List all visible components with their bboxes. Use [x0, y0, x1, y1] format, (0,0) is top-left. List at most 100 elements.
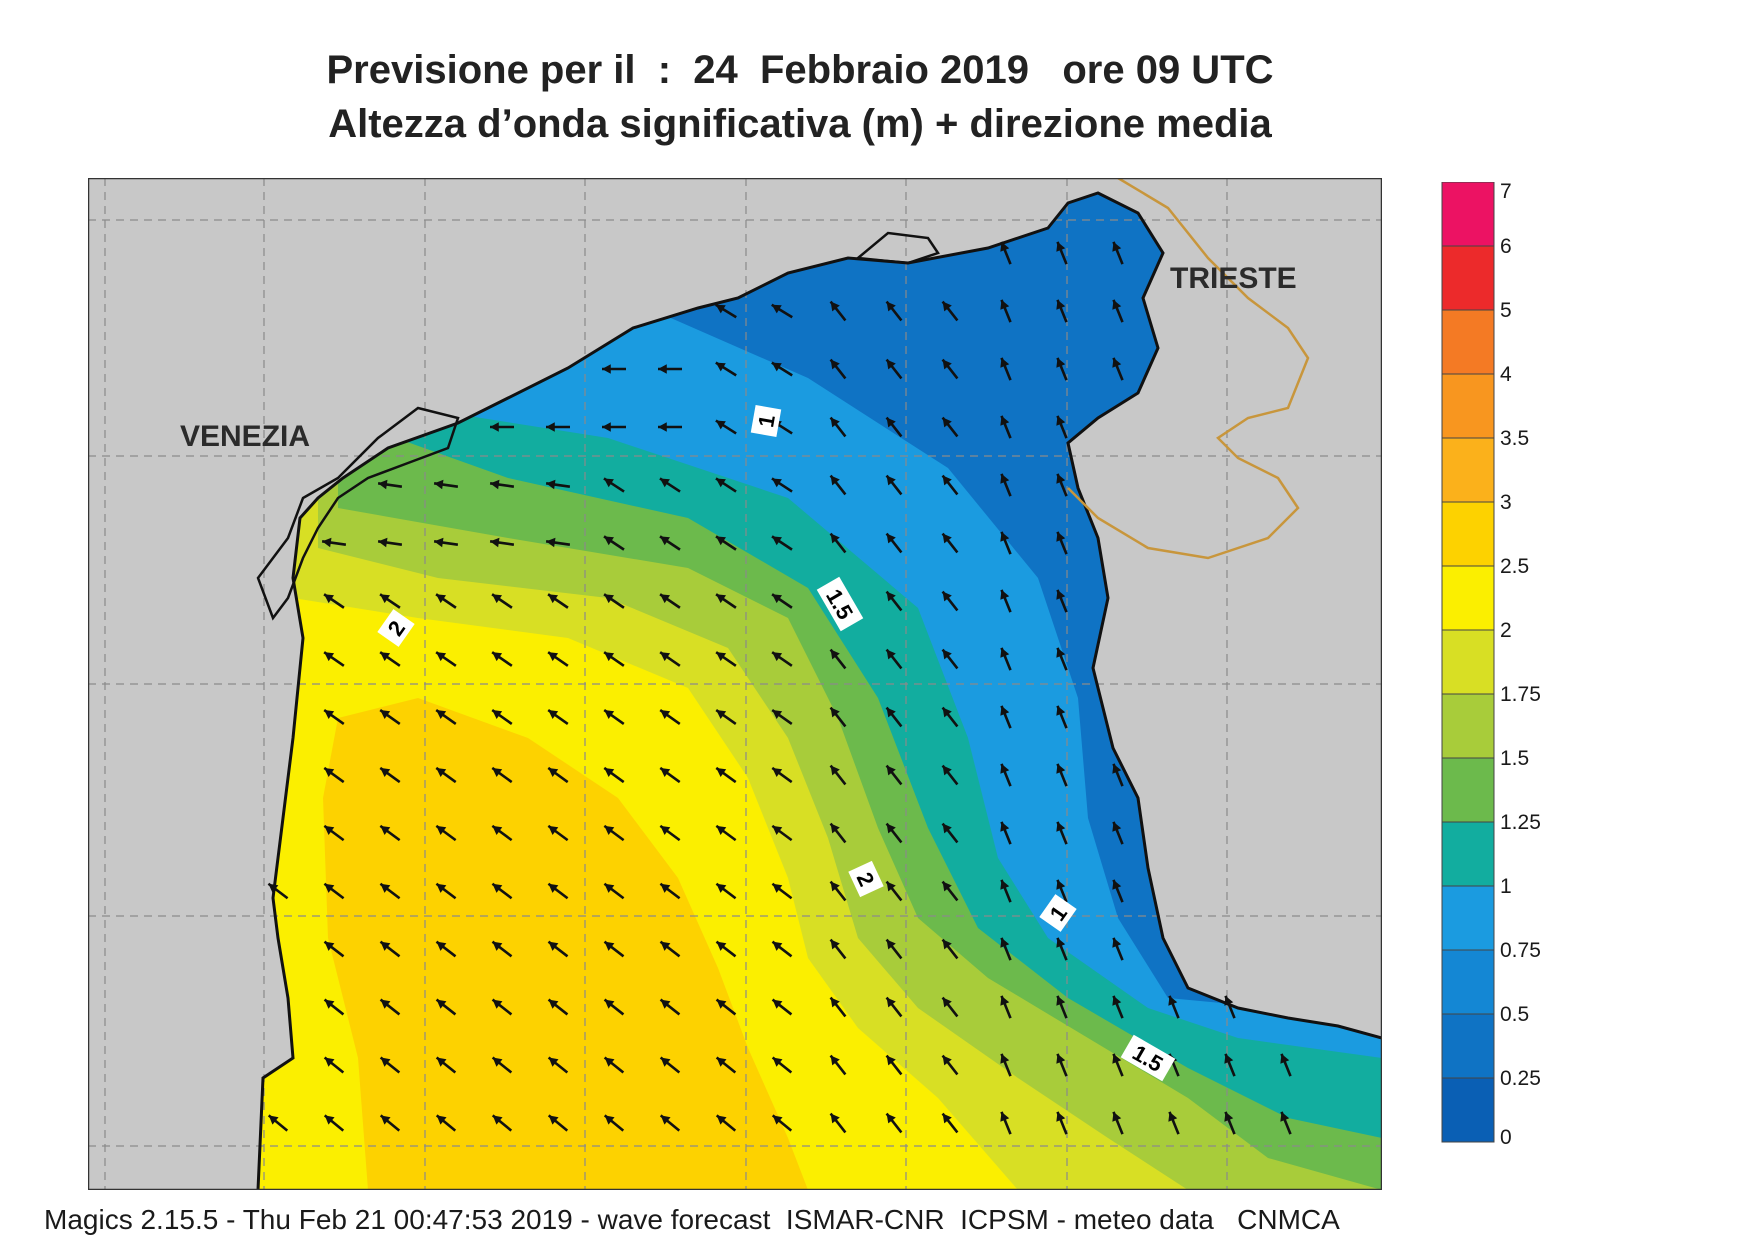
- direction-arrow-head: [1000, 763, 1010, 774]
- direction-arrow-head: [772, 999, 783, 1009]
- direction-arrow-head: [772, 652, 783, 662]
- legend-bin: [1441, 693, 1495, 759]
- direction-arrow-head: [322, 537, 332, 548]
- direction-arrow-head: [546, 537, 556, 548]
- direction-arrow-head: [942, 1113, 952, 1124]
- direction-arrow-head: [1112, 821, 1122, 832]
- legend-bin: [1441, 373, 1495, 439]
- direction-arrow-head: [658, 364, 667, 374]
- direction-arrow-head: [548, 594, 559, 604]
- direction-arrow-head: [436, 710, 447, 720]
- direction-arrow-head: [886, 997, 896, 1008]
- direction-arrow-head: [1056, 821, 1066, 832]
- direction-arrow-head: [1112, 879, 1122, 890]
- direction-arrow-head: [436, 1115, 447, 1125]
- forecast-title: Previsione per il : 24 Febbraio 2019 ore…: [326, 48, 1274, 92]
- direction-arrow-head: [492, 767, 503, 777]
- direction-arrow-head: [380, 941, 391, 951]
- direction-arrow-head: [716, 536, 726, 546]
- direction-arrow-head: [1000, 415, 1010, 426]
- direction-arrow-head: [716, 825, 727, 835]
- legend-bin: [1441, 309, 1495, 375]
- direction-arrow-head: [1000, 299, 1010, 310]
- direction-arrow-head: [1224, 1111, 1234, 1122]
- direction-arrow-head: [830, 533, 840, 544]
- direction-arrow-head: [324, 825, 335, 835]
- direction-arrow-head: [886, 359, 896, 370]
- legend-tick-label: 0.75: [1500, 939, 1540, 962]
- direction-arrow-head: [660, 594, 671, 604]
- direction-arrow-head: [660, 536, 670, 546]
- contour-labels: 1 1.5 2 2 1 1.5: [377, 404, 1176, 1082]
- direction-arrow-head: [378, 479, 388, 490]
- legend-bins: [1441, 182, 1495, 1143]
- direction-arrow-head: [658, 422, 667, 432]
- legend-tick-labels: 0 0.25 0.5 0.75 1 1.25 1.5 1.75 2 2.5 3 3.5 4 5 6 7: [1500, 182, 1540, 1148]
- direction-arrow-head: [324, 767, 335, 777]
- legend-bin: [1441, 245, 1495, 311]
- direction-arrow-head: [886, 881, 896, 892]
- direction-arrow-head: [1000, 879, 1010, 890]
- direction-arrow-head: [546, 479, 556, 490]
- direction-arrow-head: [548, 1057, 559, 1067]
- direction-arrow-head: [548, 883, 559, 893]
- direction-arrow-head: [771, 362, 782, 372]
- direction-arrow-head: [1056, 1111, 1066, 1122]
- direction-arrow-head: [1000, 357, 1010, 368]
- coastline: [256, 191, 1382, 1190]
- direction-arrow-head: [886, 649, 896, 660]
- legend-tick-label: 7: [1500, 182, 1512, 203]
- direction-arrow-head: [604, 883, 615, 893]
- direction-arrow-head: [1280, 1111, 1290, 1122]
- direction-arrow-head: [268, 883, 279, 893]
- direction-arrow-head: [1056, 879, 1066, 890]
- direction-arrow-head: [716, 767, 727, 777]
- direction-arrow-head: [772, 825, 783, 835]
- direction-arrow-head: [1000, 647, 1010, 658]
- direction-arrow-head: [548, 825, 559, 835]
- direction-arrow-head: [771, 478, 782, 488]
- direction-arrow-head: [548, 710, 559, 720]
- direction-arrow-head: [492, 1115, 503, 1125]
- legend-tick-label: 4: [1500, 363, 1512, 386]
- direction-arrow-head: [715, 420, 726, 430]
- direction-arrow-head: [1000, 589, 1010, 600]
- direction-arrow-head: [1056, 589, 1066, 600]
- direction-arrow-head: [492, 999, 503, 1009]
- direction-arrow-head: [490, 479, 500, 490]
- direction-arrow-head: [1056, 995, 1066, 1006]
- direction-arrow-head: [716, 1057, 727, 1067]
- direction-arrow-head: [324, 883, 335, 893]
- direction-arrow-head: [1000, 473, 1010, 484]
- direction-arrow-head: [886, 533, 896, 544]
- direction-arrow-head: [268, 1115, 279, 1125]
- direction-arrow-head: [1224, 995, 1234, 1006]
- direction-arrow-head: [660, 652, 671, 662]
- legend-tick-label: 1: [1500, 875, 1512, 898]
- direction-arrow-head: [772, 941, 783, 951]
- direction-arrow-head: [942, 765, 952, 776]
- direction-arrow-head: [886, 765, 896, 776]
- direction-arrow-head: [716, 941, 727, 951]
- direction-arrow-head: [604, 536, 614, 546]
- direction-arrow-head: [490, 422, 499, 432]
- direction-arrow-head: [886, 1055, 896, 1066]
- state-border: [1067, 178, 1310, 560]
- map-canvas: VENEZIA TRIESTE 1 1.5 2 2: [88, 178, 1382, 1190]
- direction-arrow-head: [942, 475, 952, 486]
- direction-arrow-head: [886, 707, 896, 718]
- direction-arrow-head: [715, 478, 726, 488]
- direction-arrow-head: [886, 939, 896, 950]
- direction-arrow-head: [1224, 1053, 1234, 1064]
- direction-arrow-head: [660, 1057, 671, 1067]
- direction-arrow-head: [492, 825, 503, 835]
- direction-arrow-head: [1000, 821, 1010, 832]
- direction-arrow-head: [830, 707, 840, 718]
- legend-tick-label: 3.5: [1500, 427, 1529, 450]
- direction-arrow-head: [942, 301, 952, 312]
- direction-arrow-head: [604, 767, 615, 777]
- direction-arrow-head: [660, 767, 671, 777]
- direction-arrow-head: [492, 652, 503, 662]
- direction-arrow-head: [830, 823, 840, 834]
- direction-arrow-head: [942, 823, 952, 834]
